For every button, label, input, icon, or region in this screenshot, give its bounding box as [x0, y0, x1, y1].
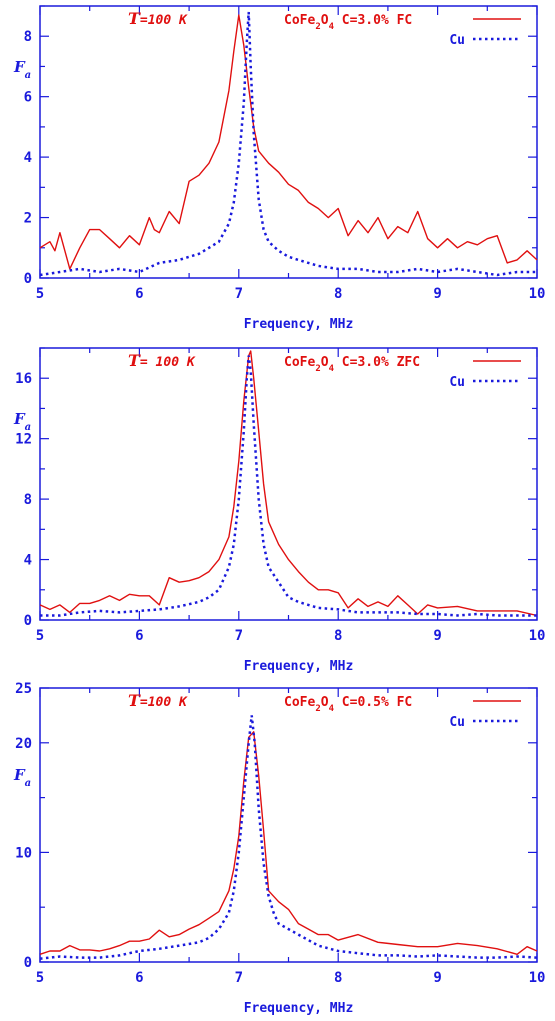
x-tick-label: 6: [135, 286, 143, 302]
x-tick-label: 9: [433, 628, 441, 644]
x-tick-label: 8: [334, 286, 342, 302]
chart-panel-1: 5 6 7 8 9 10 0 2 4 6 8 Frequency, MHz Fa T=100 K CoFe2…: [13, 5, 546, 332]
y-axis-label: Fa: [13, 766, 31, 789]
x-tick-label: 10: [529, 286, 546, 302]
temperature-annotation: T=100 K: [128, 691, 188, 710]
chart-panel-3: 5 6 7 8 9 10 0 10 20 25 Frequency, MHz Fa T=100 K CoF…: [13, 681, 545, 1016]
legend-label-cu: Cu: [449, 375, 465, 390]
x-tick-label: 9: [433, 286, 441, 302]
y-tick-label: 2: [24, 211, 32, 227]
x-tick-label: 9: [433, 970, 441, 986]
series-line-cu: [40, 355, 537, 617]
x-tick-label: 7: [235, 628, 243, 644]
legend-label-cu: Cu: [449, 715, 465, 730]
x-tick-label: 5: [36, 628, 44, 644]
series-line-sample: [39, 350, 538, 617]
y-tick-label: 0: [24, 271, 32, 287]
series-line-cu: [39, 11, 537, 277]
x-axis-label: Frequency, MHz: [244, 659, 354, 674]
x-tick-label: 5: [36, 970, 44, 986]
x-tick-label: 10: [529, 628, 546, 644]
y-tick-label: 8: [24, 492, 32, 508]
y-axis-label: Fa: [13, 58, 31, 81]
x-tick-label: 5: [36, 286, 44, 302]
series-line-sample: [39, 14, 538, 270]
temperature-annotation: T=100 K: [128, 9, 188, 28]
legend-label-sample: CoFe2O4 C=0.5% FC: [284, 695, 412, 714]
y-tick-label: 20: [15, 736, 32, 752]
y-tick-label: 10: [15, 845, 32, 861]
y-axis-label: Fa: [13, 410, 31, 433]
temperature-annotation: T= 100 K: [128, 351, 196, 370]
x-tick-label: 8: [334, 970, 342, 986]
x-tick-label: 6: [135, 628, 143, 644]
series-line-cu: [39, 715, 538, 960]
legend-label-sample: CoFe2O4 C=3.0% FC: [284, 13, 412, 32]
y-tick-label: 12: [15, 432, 32, 448]
y-tick-label: 0: [24, 955, 32, 971]
x-tick-label: 7: [235, 970, 243, 986]
y-tick-label: 8: [24, 29, 32, 45]
legend-label-sample: CoFe2O4 C=3.0% ZFC: [284, 355, 420, 374]
x-tick-label: 7: [235, 286, 243, 302]
legend-label-cu: Cu: [449, 33, 465, 48]
x-axis-label: Frequency, MHz: [244, 317, 354, 332]
x-tick-label: 8: [334, 628, 342, 644]
series-line-sample: [39, 731, 538, 955]
y-tick-label: 4: [24, 150, 32, 166]
y-tick-label: 4: [24, 553, 32, 569]
y-tick-label: 16: [15, 371, 32, 387]
chart-panel-2: 5 6 7 8 9 10 0 4 8 12 16 Frequency, MHz Fa T= 100 K Co…: [13, 347, 546, 674]
x-tick-label: 10: [529, 970, 546, 986]
x-tick-label: 6: [135, 970, 143, 986]
y-tick-label: 6: [24, 90, 32, 106]
y-tick-label: 0: [24, 613, 32, 629]
y-tick-label: 25: [15, 681, 32, 697]
x-axis-label: Frequency, MHz: [244, 1001, 354, 1016]
